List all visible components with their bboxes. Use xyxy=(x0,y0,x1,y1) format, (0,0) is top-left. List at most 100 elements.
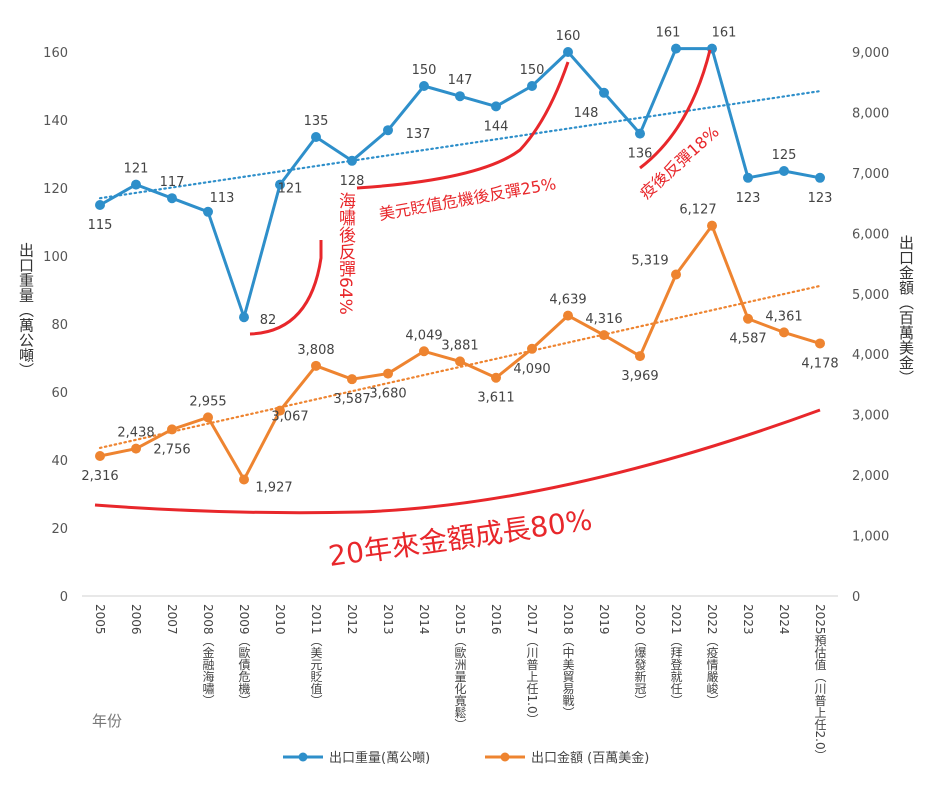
data-label: 6,127 xyxy=(679,203,716,218)
data-label: 148 xyxy=(574,106,599,121)
x-tick-label: 2025預估值（川普上任2.0） xyxy=(813,604,827,762)
x-tick-label: 2016 xyxy=(489,604,503,635)
data-label: 3,611 xyxy=(477,391,514,406)
data-label: 3,808 xyxy=(297,343,334,358)
data-label: 2,756 xyxy=(153,442,190,457)
x-tick-label: 2022（疫情嚴峻） xyxy=(705,604,719,707)
data-point xyxy=(383,125,393,136)
curve-covid xyxy=(639,49,712,170)
right-tick-label: 1,000 xyxy=(852,530,889,545)
right-tick-label: 8,000 xyxy=(852,106,889,121)
data-point xyxy=(311,132,321,142)
data-label: 2,955 xyxy=(189,394,226,409)
data-label: 147 xyxy=(448,73,473,88)
right-tick-label: 2,000 xyxy=(852,469,889,484)
data-point xyxy=(131,443,141,454)
data-label: 123 xyxy=(736,191,761,206)
data-point xyxy=(95,200,105,210)
data-label: 161 xyxy=(712,26,737,41)
data-label: 160 xyxy=(556,29,581,44)
data-point xyxy=(527,81,537,91)
data-label: 123 xyxy=(808,191,833,206)
right-tick-label: 5,000 xyxy=(852,288,889,303)
annotation-usd: 美元貶值危機後反彈25% xyxy=(377,174,557,224)
data-label: 3,587 xyxy=(333,392,370,407)
data-point xyxy=(347,155,357,166)
data-label: 113 xyxy=(210,191,235,206)
trendlines xyxy=(98,89,822,450)
data-point xyxy=(563,310,573,321)
x-tick-label: 2007 xyxy=(165,604,179,635)
x-axis-categories: 2005 2006 2007 2008（金融海嘯） 2009（歐債危機） 2010 2011… xyxy=(93,604,827,762)
curve-usd xyxy=(356,61,570,190)
data-point xyxy=(239,312,249,323)
annotation-20yr: 20年來金額成長80% xyxy=(326,503,594,573)
data-label: 82 xyxy=(260,313,277,328)
data-point xyxy=(707,220,717,231)
x-tick-label: 2009（歐債危機） xyxy=(237,604,251,707)
x-tick-label: 2011（美元貶值） xyxy=(309,604,323,707)
data-label: 121 xyxy=(124,162,149,177)
data-label: 5,319 xyxy=(631,253,668,268)
data-point xyxy=(491,372,501,383)
x-tick-label: 2021（拜登就任） xyxy=(669,604,683,707)
data-point xyxy=(779,327,789,338)
data-point xyxy=(815,172,825,183)
data-label: 150 xyxy=(520,63,545,78)
annotation-tsunami: 海嘯後反彈64% xyxy=(335,192,356,315)
data-point xyxy=(311,360,321,371)
data-label: 3,881 xyxy=(441,338,478,353)
x-axis-label: 年份 xyxy=(92,712,122,730)
data-label: 136 xyxy=(628,147,653,162)
x-tick-label: 2014 xyxy=(417,604,431,635)
legend-item-weight: 出口重量(萬公噸) xyxy=(283,750,430,766)
data-point xyxy=(743,172,753,183)
data-label: 121 xyxy=(278,182,303,197)
x-tick-label: 2013 xyxy=(381,604,395,635)
data-point xyxy=(491,101,501,112)
data-point xyxy=(599,87,609,98)
x-tick-label: 2024 xyxy=(777,604,791,635)
data-point xyxy=(203,412,213,423)
data-label: 115 xyxy=(88,218,113,233)
data-label: 128 xyxy=(340,174,365,189)
data-point xyxy=(167,193,177,204)
left-tick-label: 140 xyxy=(43,114,68,129)
data-point xyxy=(203,206,213,217)
data-point xyxy=(419,81,429,91)
data-label: 135 xyxy=(304,114,329,129)
left-tick-label: 60 xyxy=(51,386,68,401)
data-point xyxy=(95,451,105,462)
right-tick-label: 9,000 xyxy=(852,46,889,61)
curve-tsunami xyxy=(249,240,323,336)
data-point xyxy=(383,368,393,379)
curve-20yr xyxy=(94,408,821,515)
x-tick-label: 2020（爆發新冠） xyxy=(633,604,647,707)
data-point xyxy=(599,330,609,341)
data-label: 2,316 xyxy=(81,469,118,484)
left-tick-label: 160 xyxy=(43,46,68,61)
data-point xyxy=(743,313,753,324)
right-tick-label: 3,000 xyxy=(852,409,889,424)
series-line xyxy=(99,47,821,319)
data-point xyxy=(275,405,285,416)
x-tick-label: 2010 xyxy=(273,604,287,635)
left-axis-label: 出口重量（萬公噸） xyxy=(17,243,35,378)
right-tick-label: 7,000 xyxy=(852,167,889,182)
data-label: 1,927 xyxy=(255,481,292,496)
x-tick-label: 2018（中美貿易戰） xyxy=(561,604,575,719)
data-point xyxy=(239,474,249,485)
data-label: 150 xyxy=(412,63,437,78)
legend: 出口重量(萬公噸) 出口金額 (百萬美金) xyxy=(283,750,649,766)
data-label: 3,680 xyxy=(369,387,406,402)
data-label: 4,090 xyxy=(513,362,550,377)
series-weight: 115 121 117 113 82 121 135 128 137 150 147 144 150 16… xyxy=(88,26,833,329)
data-point xyxy=(131,179,141,190)
x-tick-label: 2023 xyxy=(741,604,755,635)
left-tick-label: 80 xyxy=(51,318,68,333)
data-point xyxy=(455,356,465,367)
right-axis-label: 出口金額（百萬美金） xyxy=(897,235,915,385)
data-point xyxy=(347,374,357,385)
